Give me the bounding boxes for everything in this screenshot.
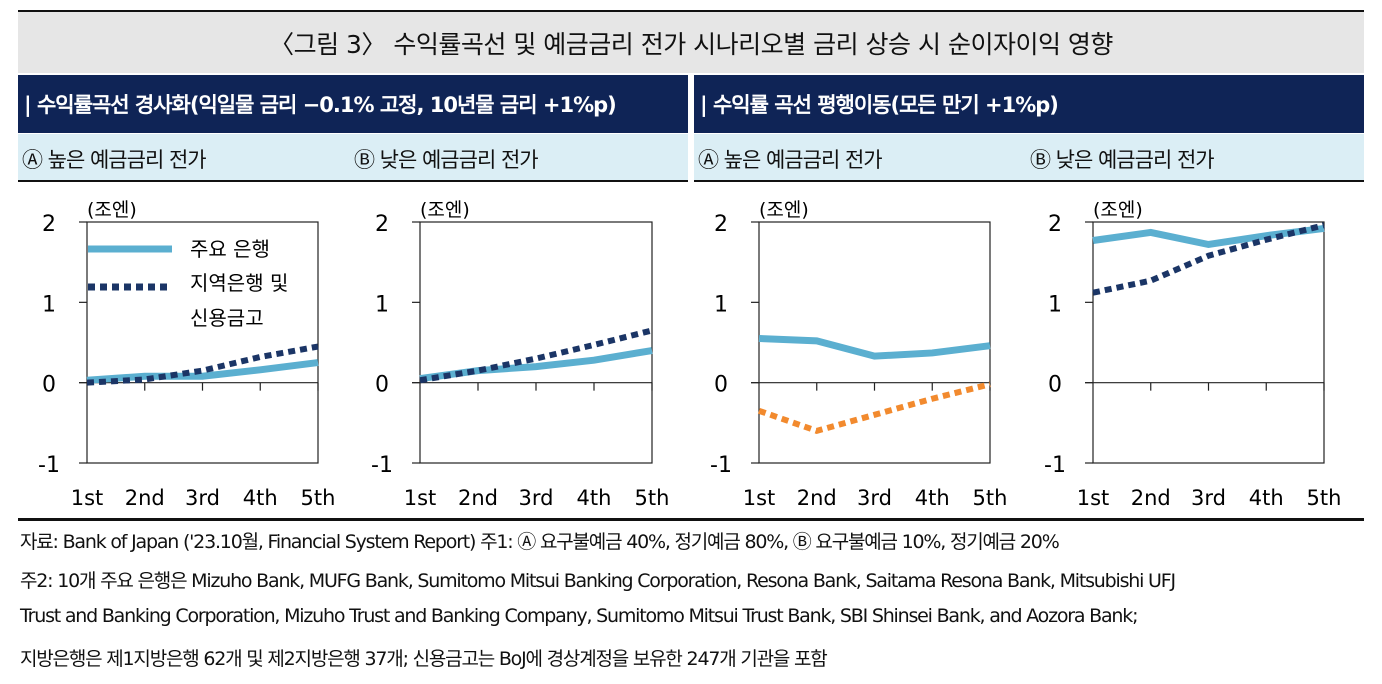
y-tick-label: 2: [714, 212, 728, 237]
x-tick-label: 2nd: [1131, 486, 1171, 510]
legend-regional-label-2: 신용금고: [190, 306, 264, 330]
y-tick-label: 1: [714, 292, 728, 317]
series-line-main: [86, 359, 319, 384]
y-tick-label: 1: [42, 292, 56, 317]
y-tick-label: 1: [375, 292, 389, 317]
plot-frame: [419, 221, 653, 464]
x-tick-label: 4th: [577, 486, 612, 510]
chart-4: 2 1 0 -1 (조엔) 1st 2nd 3rd 4th 5th: [1044, 199, 1341, 510]
y-tick-label: -1: [710, 453, 732, 478]
x-tick-label: 3rd: [1191, 486, 1226, 510]
y-tick-label: 0: [375, 373, 389, 398]
footnote-rule: [18, 518, 1364, 521]
x-tick-label: 2nd: [797, 486, 837, 510]
y-unit-label: (조엔): [1093, 199, 1143, 221]
y-tick-label: 0: [42, 373, 56, 398]
plot-frame: [86, 221, 319, 464]
plot-frame: [758, 221, 991, 464]
figure-title: 〈그림 3〉 수익률곡선 및 예금금리 전가 시나리오별 금리 상승 시 순이자…: [18, 10, 1364, 73]
subheader-left: Ⓐ 높은 예금금리 전가 Ⓑ 낮은 예금금리 전가: [18, 134, 688, 182]
x-tick-label: 3rd: [185, 486, 220, 510]
series-line-dotted: [419, 327, 653, 384]
y-tick-label: -1: [371, 453, 393, 478]
series-line-main: [419, 347, 653, 383]
y-tick-label: 0: [1048, 373, 1062, 398]
y-tick-label: 2: [42, 212, 56, 237]
subtitle-low-passthrough: Ⓑ 낮은 예금금리 전가: [354, 148, 539, 172]
note-source: 자료: Bank of Japan ('23.10월, Financial Sy…: [20, 531, 1060, 553]
plot-frame: [1092, 221, 1325, 464]
chart-2: 2 1 0 -1 (조엔) 1st 2nd 3rd 4th 5th: [371, 199, 669, 510]
subtitle-high-passthrough: Ⓐ 높은 예금금리 전가: [698, 148, 883, 172]
series-line-dotted: [86, 343, 319, 386]
x-tick-label: 1st: [71, 486, 104, 510]
note-2-line-2: Trust and Banking Corporation, Mizuho Tr…: [20, 605, 1138, 627]
y-tick-label: 2: [1048, 212, 1062, 237]
x-tick-label: 5th: [1307, 486, 1342, 510]
note-2-line-3: 지방은행은 제1지방은행 62개 및 제2지방은행 37개; 신용금고는 BoJ…: [20, 648, 828, 670]
x-tick-label: 4th: [1249, 486, 1284, 510]
legend-regional-label-1: 지역은행 및: [190, 271, 288, 295]
subheader-right: Ⓐ 높은 예금금리 전가 Ⓑ 낮은 예금금리 전가: [694, 134, 1364, 182]
x-tick-label: 1st: [1077, 486, 1110, 510]
chart-1: 2 1 0 -1 (조엔) 1st 2nd 3rd 4th 5th: [38, 199, 335, 510]
legend: 주요 은행 지역은행 및 신용금고: [88, 237, 288, 330]
y-unit-label: (조엔): [420, 199, 470, 221]
x-tick-label: 5th: [973, 486, 1008, 510]
x-tick-label: 3rd: [857, 486, 892, 510]
x-tick-label: 4th: [243, 486, 278, 510]
x-tick-label: 4th: [915, 486, 950, 510]
x-tick-label: 1st: [743, 486, 776, 510]
legend-main-label: 주요 은행: [190, 237, 270, 261]
y-tick-label: 1: [1048, 292, 1062, 317]
y-tick-label: -1: [38, 453, 60, 478]
x-tick-label: 3rd: [519, 486, 554, 510]
subtitle-high-passthrough: Ⓐ 높은 예금금리 전가: [22, 148, 207, 172]
series-line-dotted: [758, 381, 991, 435]
chart-3: 2 1 0 -1 (조엔) 1st 2nd 3rd 4th 5th: [710, 199, 1007, 510]
x-tick-label: 5th: [301, 486, 336, 510]
y-tick-label: -1: [1044, 453, 1066, 478]
x-tick-label: 2nd: [125, 486, 165, 510]
x-tick-label: 1st: [404, 486, 437, 510]
note-2-line-1: 주2: 10개 주요 은행은 Mizuho Bank, MUFG Bank, S…: [20, 570, 1176, 592]
series-line-main: [758, 334, 991, 360]
x-tick-label: 5th: [635, 486, 670, 510]
section-header-steepening: | 수익률곡선 경사화(익일물 금리 −0.1% 고정, 10년물 금리 +1%…: [18, 75, 688, 133]
y-tick-label: 0: [714, 373, 728, 398]
x-tick-label: 2nd: [458, 486, 498, 510]
y-unit-label: (조엔): [87, 199, 137, 221]
section-header-parallel-shift: | 수익률 곡선 평행이동(모든 만기 +1%p): [694, 75, 1364, 133]
subtitle-low-passthrough: Ⓑ 낮은 예금금리 전가: [1030, 148, 1215, 172]
y-tick-label: 2: [375, 212, 389, 237]
y-unit-label: (조엔): [759, 199, 809, 221]
